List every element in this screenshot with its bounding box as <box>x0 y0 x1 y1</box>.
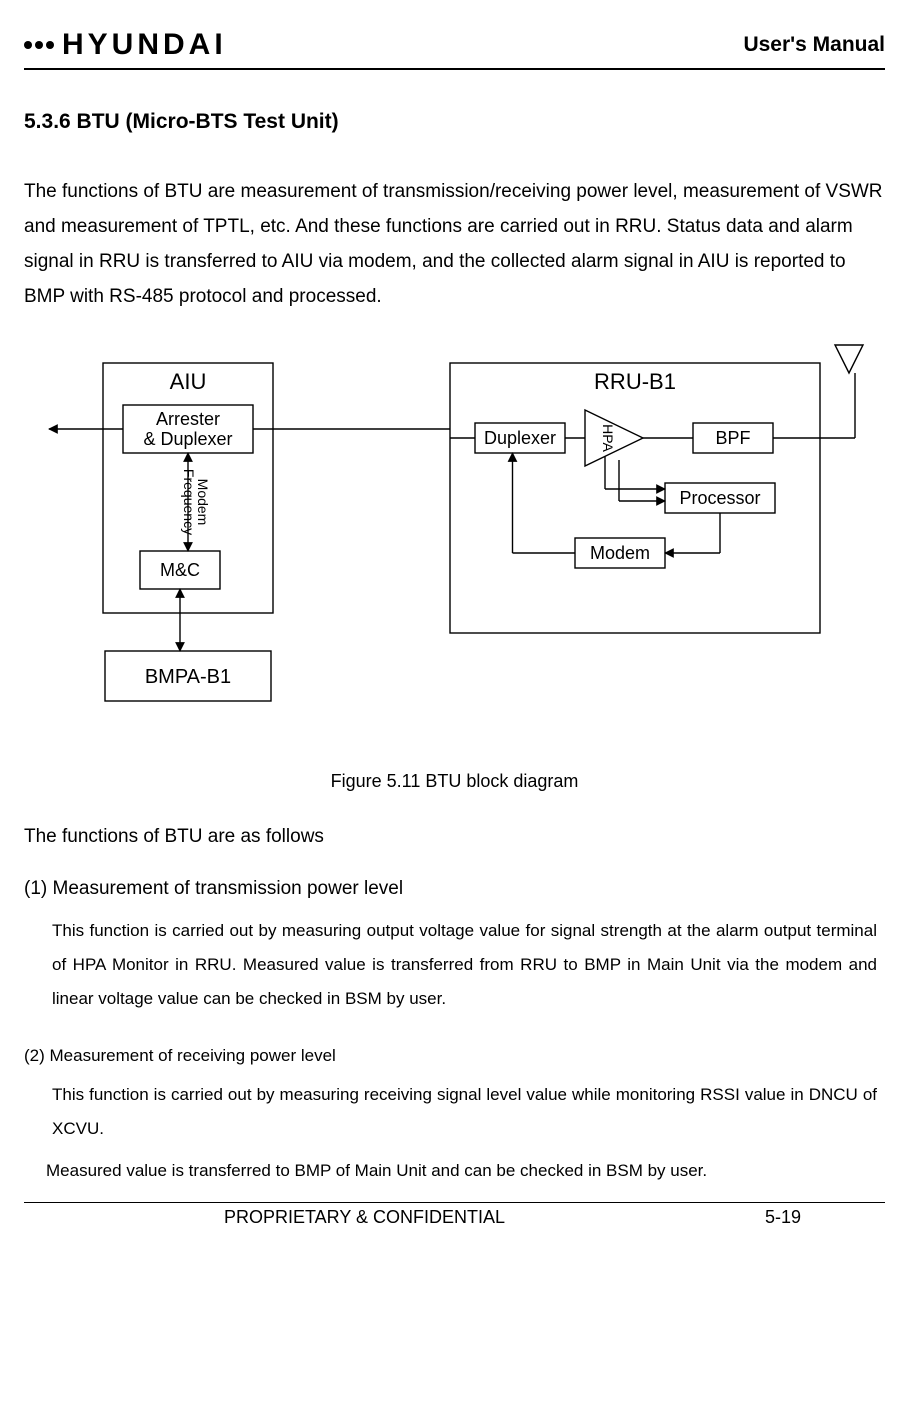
item1-body: This function is carried out by measurin… <box>24 914 885 1016</box>
btu-block-diagram: AIU Arrester& Duplexer M&C Modem Frequency BM… <box>24 343 885 753</box>
svg-text:AIU: AIU <box>169 369 206 394</box>
svg-text:BPF: BPF <box>715 428 750 448</box>
svg-text:Frequency: Frequency <box>181 468 197 534</box>
svg-text:Modem: Modem <box>589 543 649 563</box>
svg-text:Duplexer: Duplexer <box>483 428 555 448</box>
header: HYUNDAI User's Manual <box>24 28 885 70</box>
intro-paragraph: The functions of BTU are measurement of … <box>24 174 885 315</box>
svg-text:RRU-B1: RRU-B1 <box>594 369 676 394</box>
item2-heading: (2) Measurement of receiving power level <box>24 1046 885 1066</box>
svg-text:Arrester: Arrester <box>155 409 219 429</box>
diagram-svg: AIU Arrester& Duplexer M&C Modem Frequency BM… <box>45 343 865 753</box>
item1-heading: (1) Measurement of transmission power le… <box>24 878 885 900</box>
logo-dots-icon <box>24 41 54 49</box>
logo-text: HYUNDAI <box>62 28 227 62</box>
header-right-title: User's Manual <box>743 33 885 57</box>
footer: PROPRIETARY & CONFIDENTIAL 5-19 <box>24 1202 885 1228</box>
svg-text:BMPA-B1: BMPA-B1 <box>144 666 230 688</box>
footer-page-number: 5-19 <box>705 1207 885 1228</box>
item2-body: This function is carried out by measurin… <box>24 1078 885 1146</box>
svg-text:HPA: HPA <box>600 424 616 452</box>
section-heading: 5.3.6 BTU (Micro-BTS Test Unit) <box>24 110 885 134</box>
page: HYUNDAI User's Manual 5.3.6 BTU (Micro-B… <box>0 0 909 1248</box>
logo: HYUNDAI <box>24 28 227 62</box>
svg-text:M&C: M&C <box>160 560 200 580</box>
svg-text:& Duplexer: & Duplexer <box>143 429 232 449</box>
svg-text:Processor: Processor <box>679 488 760 508</box>
functions-intro: The functions of BTU are as follows <box>24 826 885 848</box>
footer-center: PROPRIETARY & CONFIDENTIAL <box>24 1207 705 1228</box>
figure-caption: Figure 5.11 BTU block diagram <box>24 771 885 792</box>
item2-body2: Measured value is transferred to BMP of … <box>24 1154 885 1188</box>
